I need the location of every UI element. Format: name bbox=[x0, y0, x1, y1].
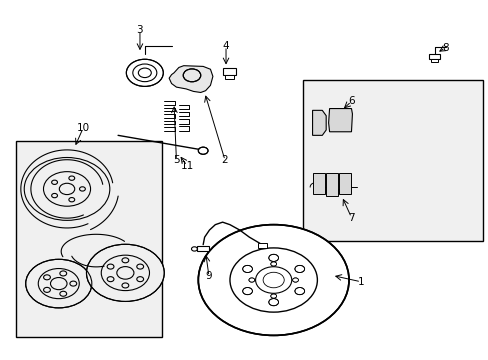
Polygon shape bbox=[169, 66, 212, 93]
Circle shape bbox=[198, 147, 207, 154]
Bar bbox=[325, 173, 338, 196]
Circle shape bbox=[263, 272, 284, 288]
Circle shape bbox=[292, 278, 298, 282]
Circle shape bbox=[270, 262, 276, 266]
Circle shape bbox=[198, 225, 348, 336]
Circle shape bbox=[242, 288, 252, 295]
Circle shape bbox=[191, 247, 197, 251]
Text: 5: 5 bbox=[173, 156, 180, 165]
Bar bbox=[224, 75, 233, 79]
Circle shape bbox=[268, 298, 278, 306]
Text: 6: 6 bbox=[347, 96, 354, 107]
Text: 11: 11 bbox=[180, 161, 193, 171]
Circle shape bbox=[294, 288, 304, 295]
Bar bbox=[428, 54, 439, 59]
Polygon shape bbox=[328, 109, 352, 132]
Bar bbox=[302, 80, 482, 241]
Circle shape bbox=[86, 244, 164, 301]
Text: 3: 3 bbox=[136, 25, 143, 35]
Bar bbox=[312, 173, 324, 194]
Circle shape bbox=[183, 69, 201, 82]
Circle shape bbox=[270, 294, 276, 298]
Bar bbox=[339, 173, 351, 194]
Circle shape bbox=[126, 59, 163, 86]
Circle shape bbox=[24, 157, 110, 220]
Circle shape bbox=[248, 278, 254, 282]
Circle shape bbox=[242, 265, 252, 273]
Bar bbox=[222, 68, 236, 75]
Bar bbox=[258, 243, 266, 248]
Circle shape bbox=[268, 254, 278, 261]
Text: 8: 8 bbox=[441, 43, 447, 53]
Text: 7: 7 bbox=[347, 212, 354, 222]
Bar bbox=[16, 141, 162, 337]
Text: 10: 10 bbox=[76, 123, 89, 133]
Circle shape bbox=[294, 265, 304, 273]
Bar bbox=[197, 247, 208, 251]
Text: 1: 1 bbox=[357, 277, 364, 287]
Bar bbox=[430, 59, 437, 62]
Polygon shape bbox=[312, 111, 325, 135]
Text: 2: 2 bbox=[221, 156, 228, 165]
Circle shape bbox=[26, 259, 92, 308]
Text: 4: 4 bbox=[222, 41, 229, 51]
Text: 9: 9 bbox=[205, 271, 212, 282]
